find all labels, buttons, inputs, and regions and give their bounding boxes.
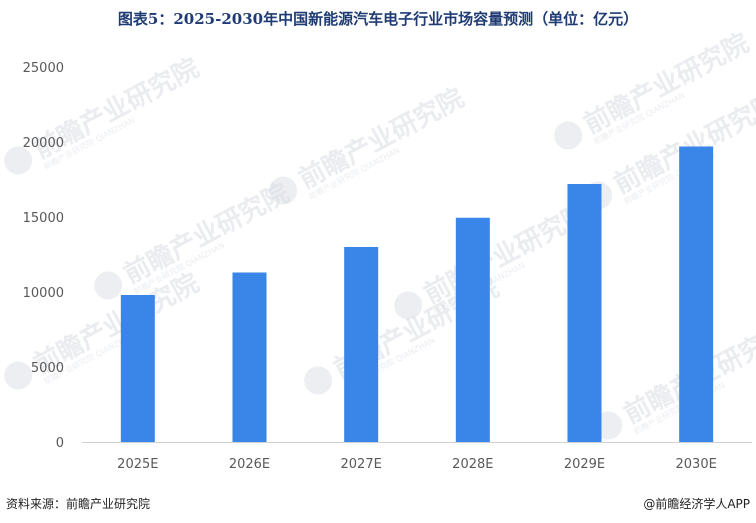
watermark-logo-icon	[394, 291, 423, 320]
watermark-logo-icon	[4, 361, 33, 390]
bar	[455, 217, 490, 442]
chart-title: 图表5：2025-2030年中国新能源汽车电子行业市场容量预测（单位：亿元）	[117, 10, 639, 28]
y-tick-label: 10000	[23, 286, 64, 301]
bar	[679, 146, 714, 442]
bar	[344, 247, 379, 442]
bars-group	[120, 146, 714, 442]
y-tick-label: 5000	[31, 361, 64, 376]
y-tick-label: 25000	[23, 61, 64, 76]
watermark-logo-icon	[304, 366, 333, 395]
watermark-logo-icon	[94, 271, 123, 300]
x-tick-label: 2025E	[117, 457, 158, 472]
y-tick-label: 15000	[23, 211, 64, 226]
x-tick-label: 2030E	[676, 457, 717, 472]
source-note: 资料来源：前瞻产业研究院	[6, 497, 151, 511]
bar	[232, 272, 267, 442]
x-tick-label: 2029E	[564, 457, 605, 472]
watermark-logo-icon	[4, 146, 33, 175]
x-tick-label: 2027E	[341, 457, 382, 472]
x-tick-label: 2026E	[229, 457, 270, 472]
y-tick-label: 20000	[23, 136, 64, 151]
credit-note: @前瞻经济学人APP	[643, 497, 750, 511]
watermark-logo-icon	[269, 176, 298, 205]
watermark-text: 前瞻产业研究院	[294, 82, 469, 195]
x-axis: 2025E 2026E 2027E 2028E 2029E 2030E	[117, 457, 717, 472]
bar	[120, 295, 155, 442]
bar	[567, 184, 602, 442]
watermark-text: 前瞻产业研究院	[119, 177, 294, 290]
y-axis: 0 5000 10000 15000 20000 25000	[23, 61, 64, 451]
x-tick-label: 2028E	[452, 457, 493, 472]
y-tick-label: 0	[56, 436, 64, 451]
watermark-logo-icon	[554, 121, 583, 150]
